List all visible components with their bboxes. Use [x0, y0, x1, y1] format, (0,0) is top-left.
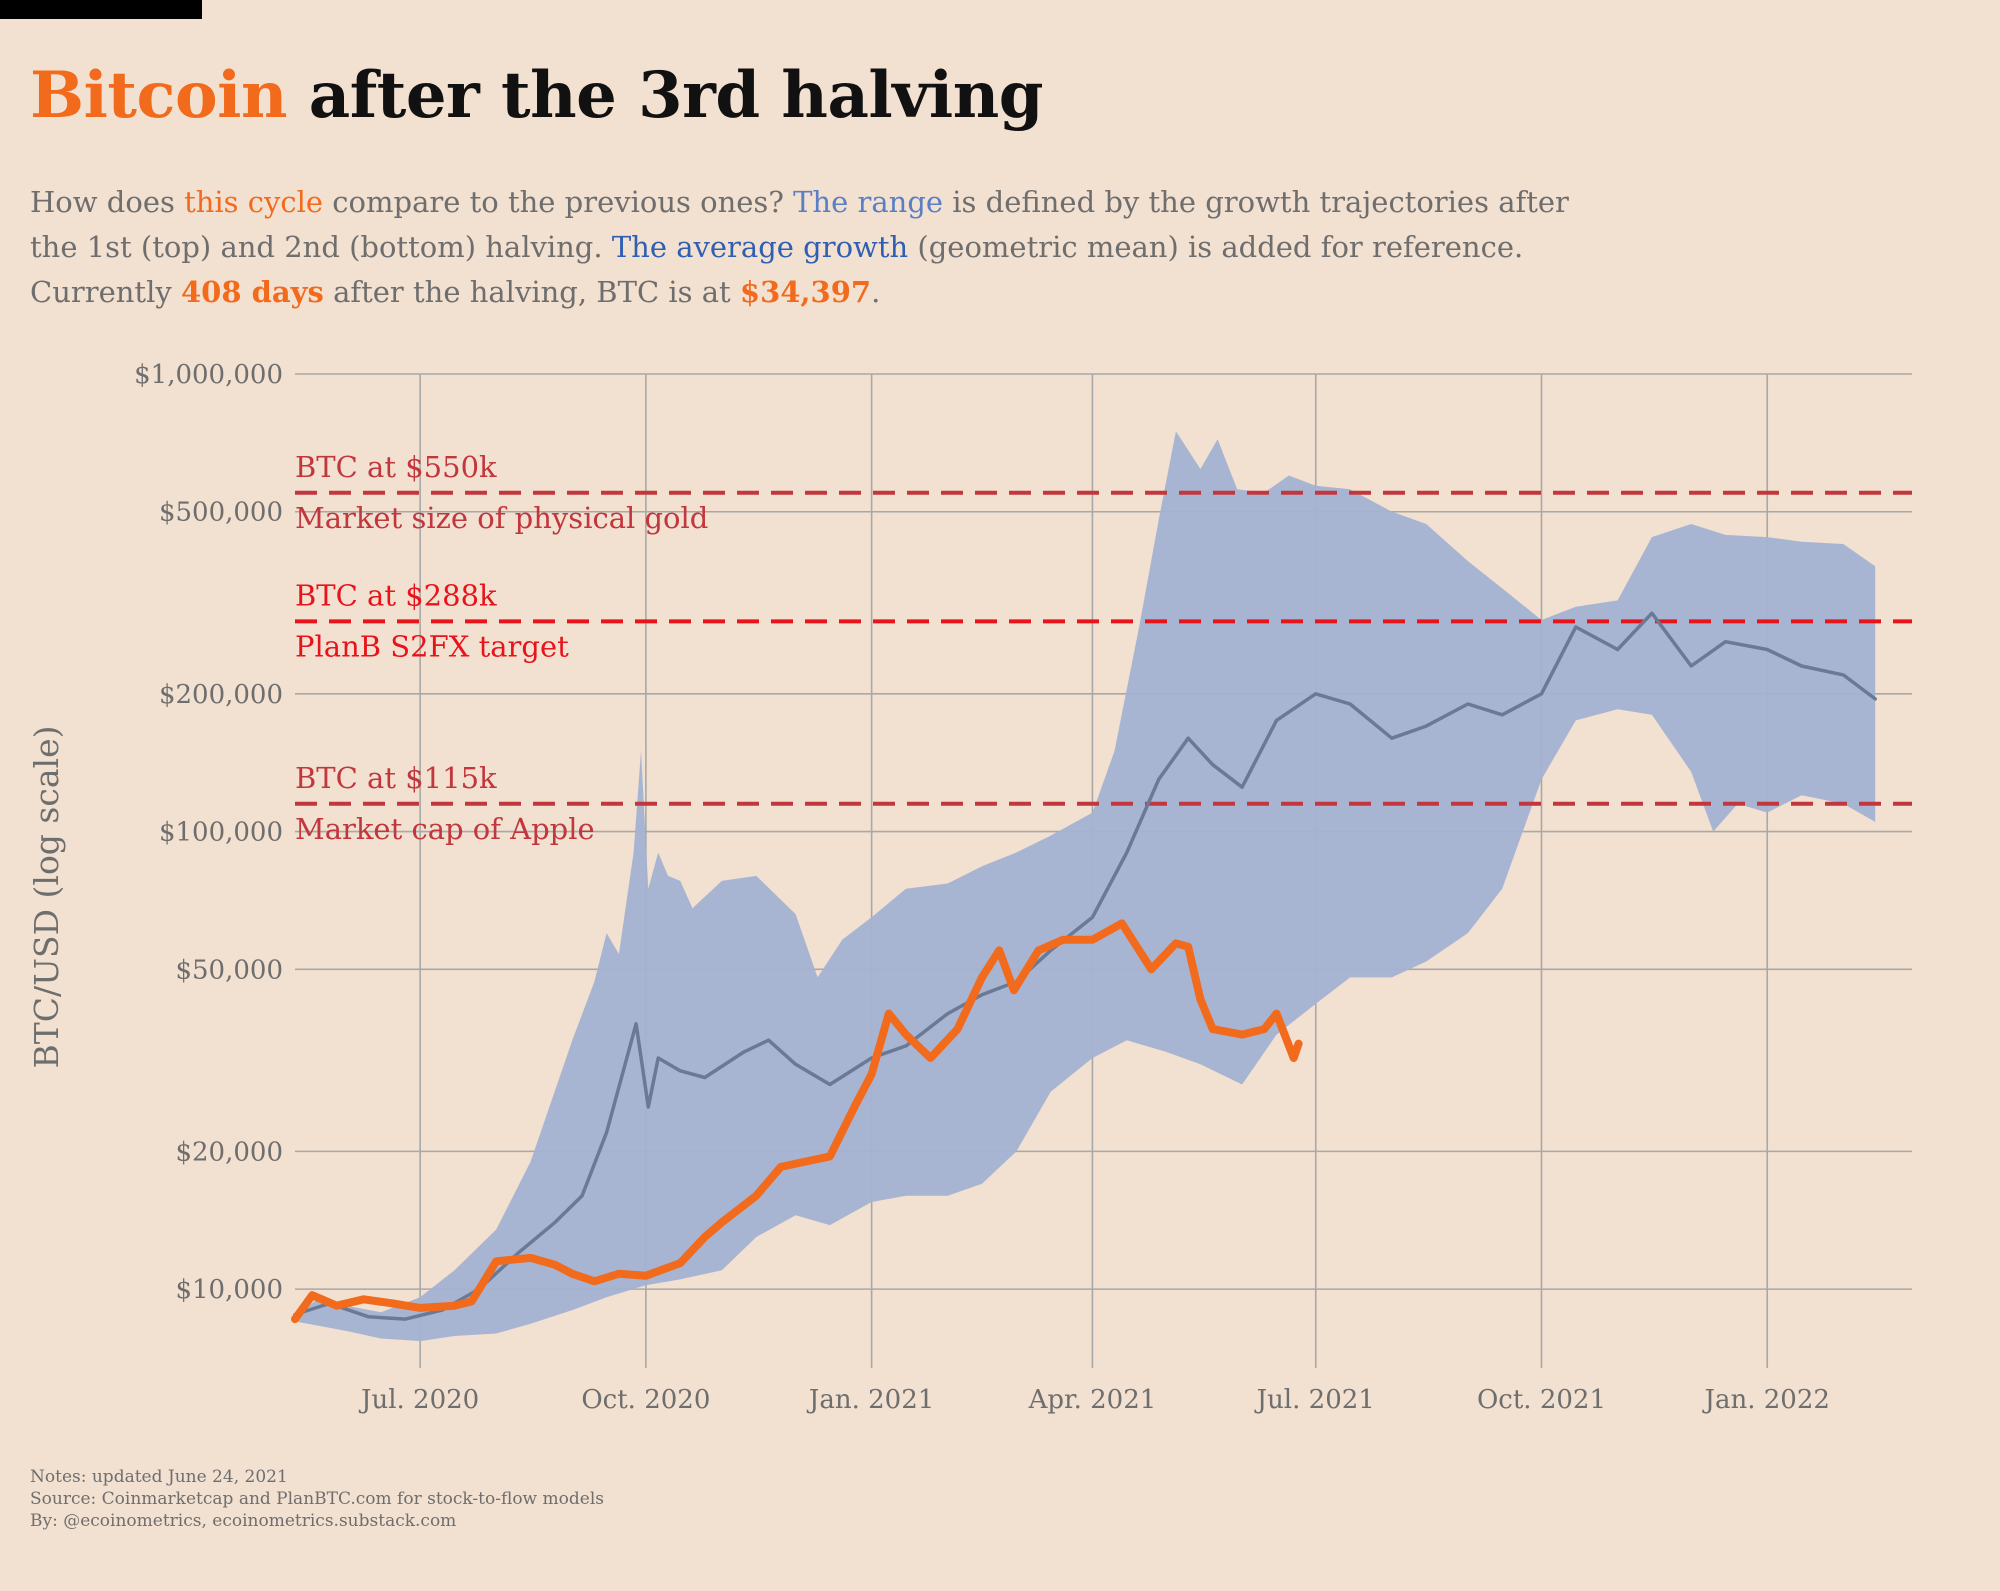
- y-tick-label: $100,000: [159, 818, 283, 848]
- range-band-layer: [295, 431, 1876, 1342]
- x-tick-label: Oct. 2020: [581, 1385, 710, 1415]
- subtitle-part-3: is defined by the growth trajectories af…: [30, 185, 1569, 264]
- subtitle-part-2: compare to the previous ones?: [323, 185, 794, 219]
- reference-label-bottom-0: Market size of physical gold: [295, 501, 708, 535]
- chart-notes: Notes: updated June 24, 2021 Source: Coi…: [30, 1466, 604, 1532]
- notes-byline: By: @ecoinometrics, ecoinometrics.substa…: [30, 1511, 457, 1531]
- x-tick-label: Jul. 2021: [1254, 1385, 1375, 1415]
- subtitle-average-growth: The average growth: [611, 230, 909, 264]
- subtitle-the-range: The range: [793, 185, 944, 219]
- x-tick-label: Jan. 2021: [806, 1385, 934, 1415]
- subtitle-part-6: .: [871, 275, 881, 309]
- y-tick-label: $500,000: [159, 498, 283, 528]
- this-cycle-line: [291, 919, 1303, 1324]
- y-tick-label: $50,000: [175, 955, 283, 985]
- x-tick-label: Apr. 2021: [1028, 1385, 1157, 1415]
- reference-label-bottom-2: Market cap of Apple: [295, 812, 595, 846]
- reference-label-bottom-1: PlanB S2FX target: [295, 629, 569, 663]
- lines-layer: [291, 611, 1877, 1324]
- y-tick-label: $10,000: [175, 1275, 283, 1305]
- y-tick-label: $20,000: [175, 1137, 283, 1167]
- subtitle-part-1: How does: [30, 185, 185, 219]
- top-decoration-bar: [0, 0, 202, 19]
- chart-subtitle: How does this cycle compare to the previ…: [30, 180, 1590, 315]
- subtitle-part-4: (geometric mean) is added for reference.…: [30, 230, 1524, 309]
- reference-label-top-2: BTC at $115k: [295, 761, 497, 795]
- labels-layer: $10,000 $20,000 $50,000 $100,000 $200,000 $50…: [27, 360, 1830, 1415]
- x-tick-label: Oct. 2021: [1477, 1385, 1606, 1415]
- title-rest: after the 3rd halving: [286, 58, 1044, 133]
- reference-label-top-0: BTC at $550k: [295, 450, 497, 484]
- notes-updated: Notes: updated June 24, 2021: [30, 1467, 288, 1487]
- notes-source: Source: Coinmarketcap and PlanBTC.com fo…: [30, 1489, 604, 1509]
- chart-title: Bitcoin after the 3rd halving: [30, 58, 1044, 133]
- y-tick-label: $200,000: [159, 680, 283, 710]
- y-axis-title: BTC/USD (log scale): [27, 726, 66, 1069]
- subtitle-part-5: after the halving, BTC is at: [323, 275, 740, 309]
- x-tick-label: Jul. 2020: [358, 1385, 479, 1415]
- y-tick-label: $1,000,000: [134, 360, 283, 390]
- title-accent: Bitcoin: [30, 58, 287, 133]
- subtitle-price: $34,397: [739, 275, 872, 309]
- range-band: [295, 431, 1876, 1342]
- subtitle-this-cycle: this cycle: [184, 185, 324, 219]
- x-tick-label: Jan. 2022: [1702, 1385, 1830, 1415]
- subtitle-days: 408 days: [180, 275, 324, 309]
- reference-label-top-1: BTC at $288k: [295, 578, 497, 612]
